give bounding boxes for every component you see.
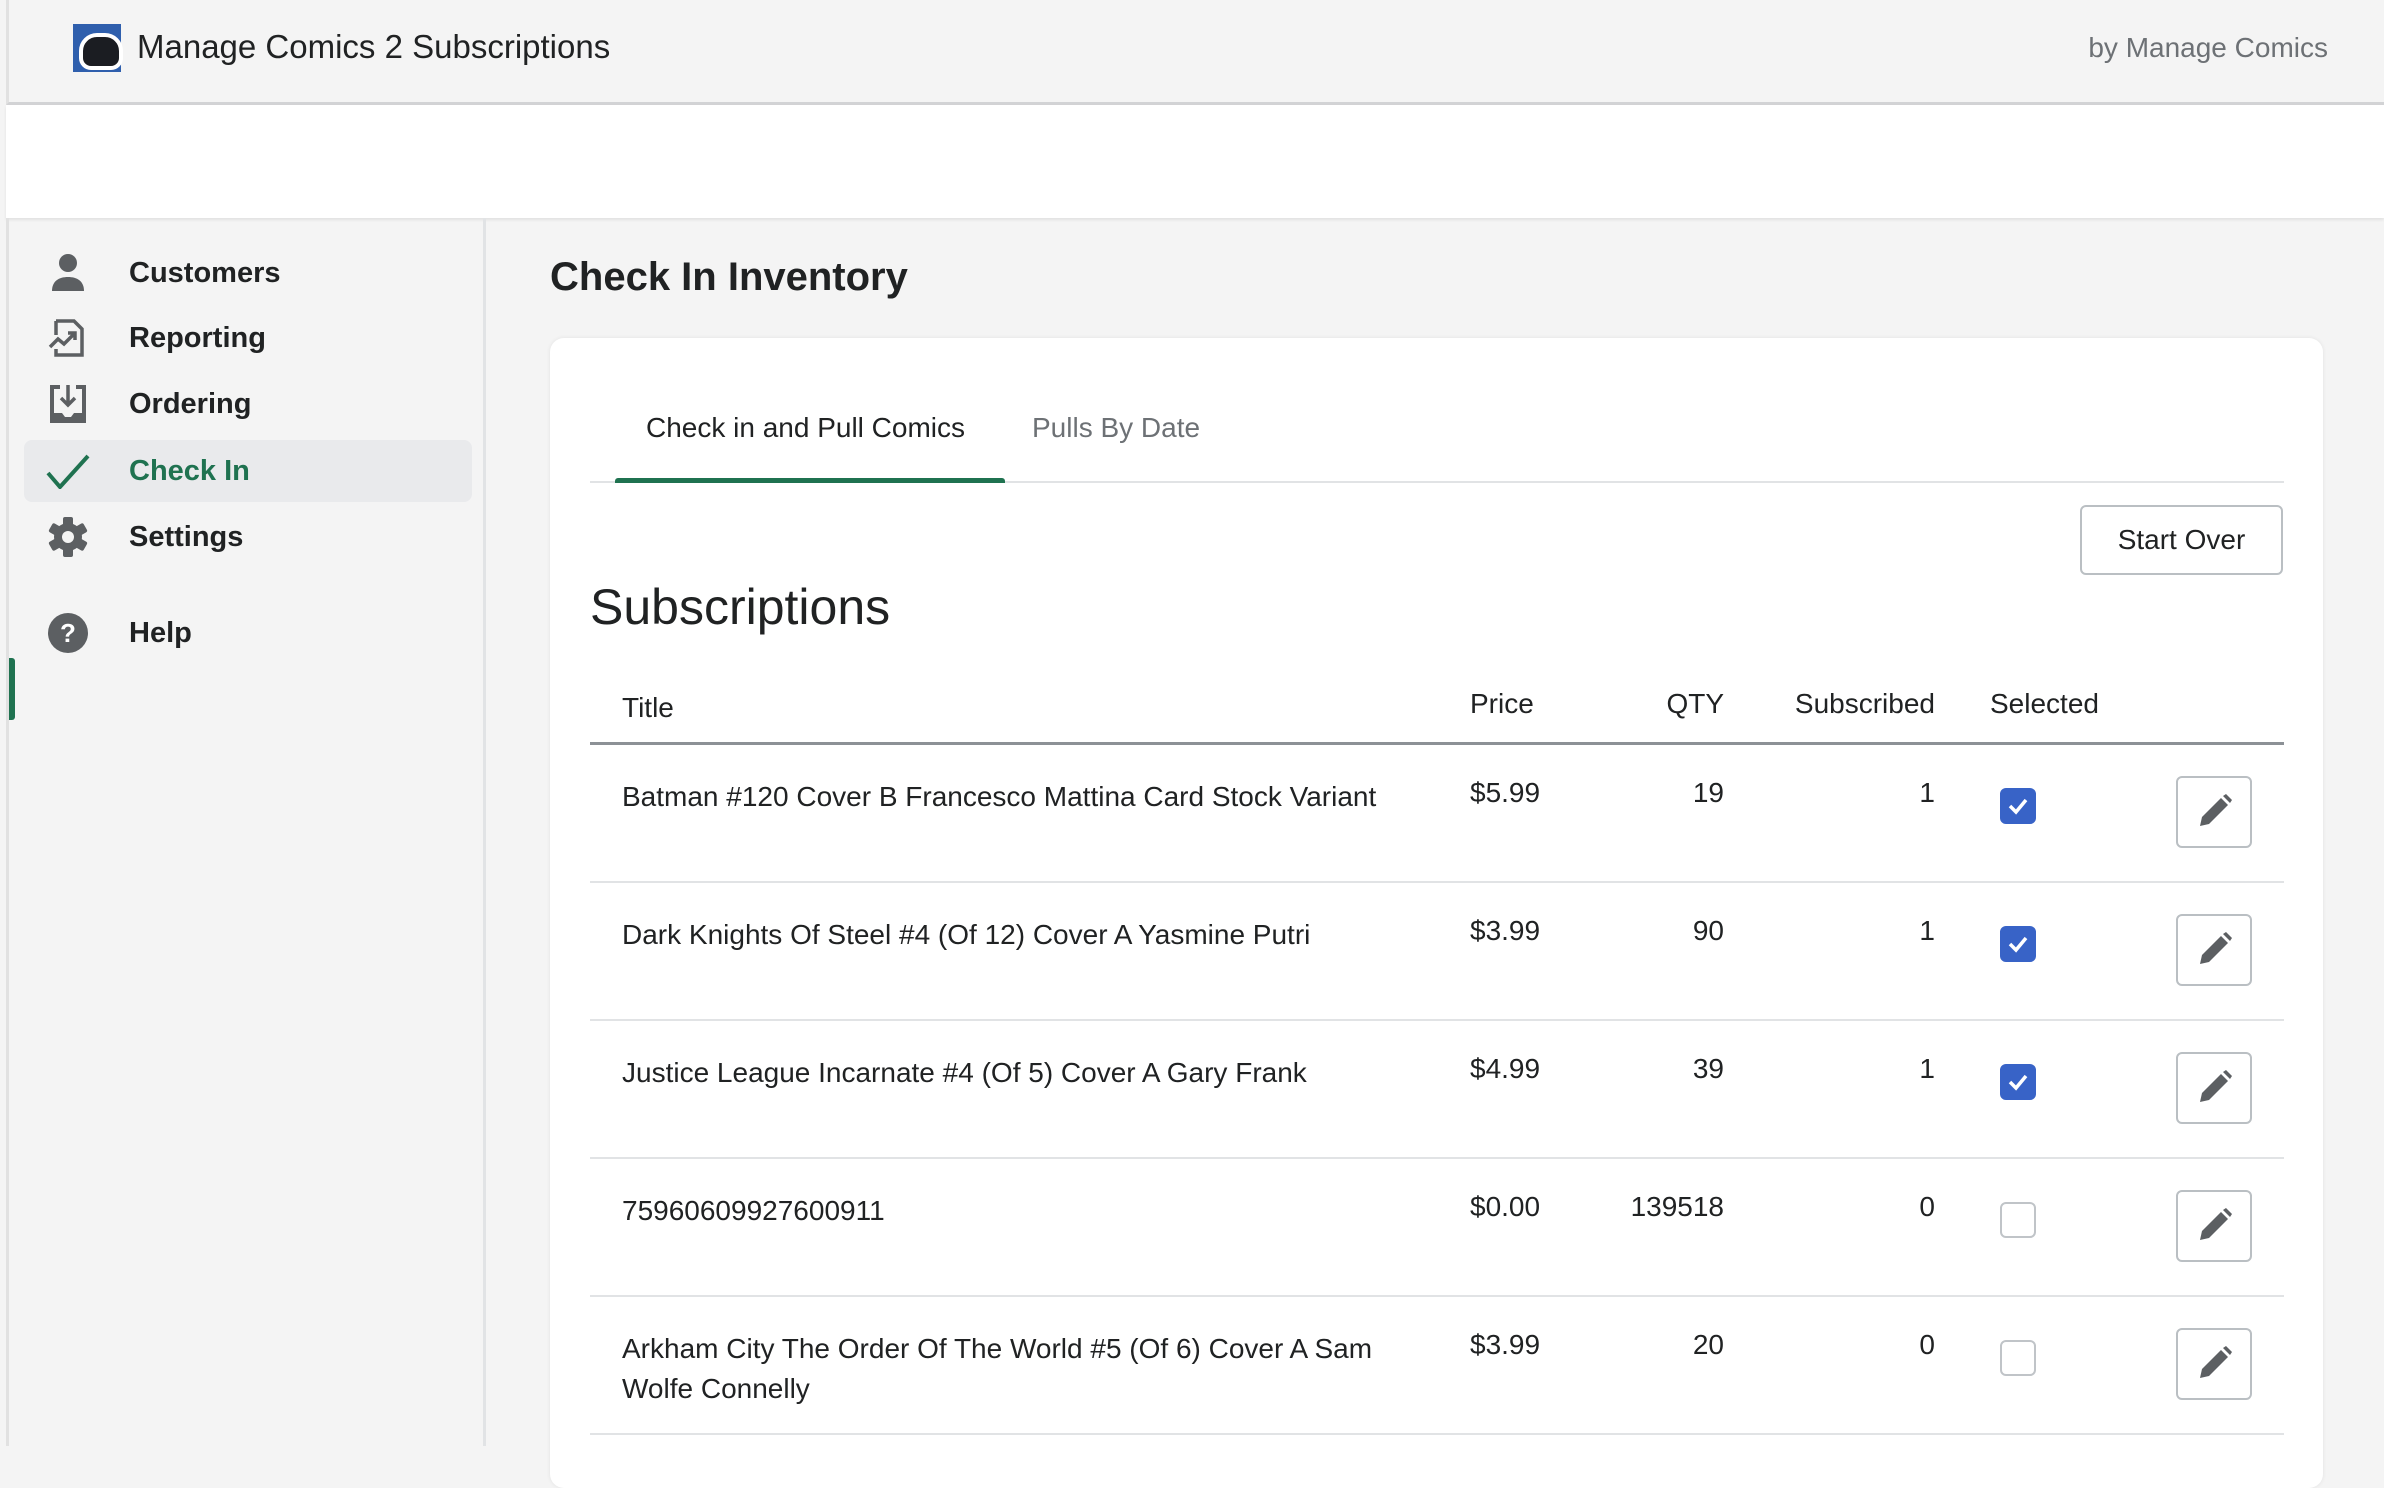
edit-button[interactable] — [2176, 914, 2252, 986]
row-subscribed: 1 — [1919, 1053, 1935, 1084]
sidebar-item-ordering[interactable]: Ordering — [24, 373, 472, 435]
svg-text:?: ? — [60, 618, 76, 648]
row-qty: 39 — [1692, 1053, 1724, 1084]
column-qty: QTY — [1666, 688, 1724, 719]
sidebar-item-check-in[interactable]: Check In — [24, 440, 472, 502]
table-row: 75960609927600911 $0.00 139518 0 — [590, 1159, 2284, 1297]
row-price: $0.00 — [1470, 1191, 1541, 1222]
row-title: Batman #120 Cover B Francesco Mattina Ca… — [622, 781, 1377, 812]
row-subscribed: 0 — [1919, 1329, 1935, 1360]
row-qty: 139518 — [1630, 1191, 1724, 1222]
tab-pulls-by-date[interactable]: Pulls By Date — [1032, 412, 1201, 443]
start-over-button[interactable]: Start Over — [2080, 505, 2283, 575]
row-price: $3.99 — [1470, 1329, 1541, 1360]
selected-checkbox[interactable] — [2000, 1202, 2036, 1238]
check-icon — [2008, 1074, 2028, 1091]
sidebar-item-label: Reporting — [129, 321, 266, 354]
selected-checkbox[interactable] — [2000, 788, 2036, 824]
pencil-icon — [2200, 1208, 2232, 1240]
row-price: $3.99 — [1470, 915, 1541, 946]
edit-button[interactable] — [2176, 1328, 2252, 1400]
sidebar-item-label: Check In — [129, 454, 250, 487]
sidebar-item-label: Settings — [129, 520, 244, 553]
table-row: Dark Knights Of Steel #4 (Of 12) Cover A… — [590, 883, 2284, 1021]
pencil-icon — [2200, 1070, 2232, 1102]
checkin-card: Check in and Pull Comics Pulls By Date S… — [550, 338, 2323, 1488]
row-title: Dark Knights Of Steel #4 (Of 12) Cover A… — [622, 919, 1311, 950]
table-row: Batman #120 Cover B Francesco Mattina Ca… — [590, 745, 2284, 883]
tab-check-in-and-pull[interactable]: Check in and Pull Comics — [646, 412, 966, 443]
selected-checkbox[interactable] — [2000, 926, 2036, 962]
sidebar-item-label: Customers — [129, 256, 281, 289]
header-band — [6, 105, 2384, 218]
app-logo — [73, 24, 123, 72]
row-subscribed: 0 — [1919, 1191, 1935, 1222]
person-icon — [44, 249, 92, 297]
row-price: $5.99 — [1470, 777, 1541, 808]
selected-checkbox[interactable] — [2000, 1340, 2036, 1376]
selected-checkbox[interactable] — [2000, 1064, 2036, 1100]
sidebar-item-label: Ordering — [129, 387, 252, 420]
edit-button[interactable] — [2176, 776, 2252, 848]
row-title: Arkham City The Order Of The World #5 (O… — [622, 1333, 1373, 1404]
sidebar: Customers Reporting Ordering Check In Se… — [6, 218, 486, 1446]
sidebar-item-help[interactable]: ? Help — [24, 602, 472, 664]
table-row: Arkham City The Order Of The World #5 (O… — [590, 1297, 2284, 1435]
sidebar-item-customers[interactable]: Customers — [24, 242, 472, 304]
section-title: Subscriptions — [590, 579, 891, 635]
report-chart-icon — [44, 314, 92, 362]
page-title: Check In Inventory — [550, 255, 908, 299]
active-indicator — [9, 658, 15, 720]
tab-bar: Check in and Pull Comics Pulls By Date — [590, 338, 2284, 483]
column-title: Title — [622, 692, 674, 723]
question-circle-icon: ? — [44, 609, 92, 657]
row-qty: 20 — [1692, 1329, 1724, 1360]
download-tray-icon — [44, 380, 92, 428]
table-header: Title Price QTY Subscribed Selected — [590, 660, 2284, 745]
gear-icon — [44, 513, 92, 561]
sidebar-item-settings[interactable]: Settings — [24, 506, 472, 568]
row-qty: 19 — [1692, 777, 1724, 808]
row-subscribed: 1 — [1919, 777, 1935, 808]
top-bar: Manage Comics 2 Subscriptions by Manage … — [6, 0, 2384, 105]
check-icon — [2008, 936, 2028, 953]
table-row: Justice League Incarnate #4 (Of 5) Cover… — [590, 1021, 2284, 1159]
row-title: 75960609927600911 — [622, 1195, 885, 1226]
app-title: Manage Comics 2 Subscriptions — [137, 28, 611, 65]
pencil-icon — [2200, 1346, 2232, 1378]
row-qty: 90 — [1692, 915, 1724, 946]
check-icon — [2008, 798, 2028, 815]
sidebar-item-reporting[interactable]: Reporting — [24, 307, 472, 369]
subscriptions-table: Title Price QTY Subscribed Selected Batm… — [590, 660, 2284, 1435]
row-price: $4.99 — [1470, 1053, 1541, 1084]
pencil-icon — [2200, 932, 2232, 964]
column-price: Price — [1470, 688, 1534, 719]
row-subscribed: 1 — [1919, 915, 1935, 946]
column-subscribed: Subscribed — [1794, 688, 1935, 719]
pencil-icon — [2200, 794, 2232, 826]
edit-button[interactable] — [2176, 1190, 2252, 1262]
row-title: Justice League Incarnate #4 (Of 5) Cover… — [622, 1057, 1307, 1088]
checkmark-icon — [44, 447, 92, 495]
app-author: by Manage Comics — [2088, 32, 2328, 63]
active-tab-indicator — [615, 478, 1005, 483]
column-selected: Selected — [1990, 688, 2099, 719]
sidebar-item-label: Help — [129, 616, 192, 649]
edit-button[interactable] — [2176, 1052, 2252, 1124]
